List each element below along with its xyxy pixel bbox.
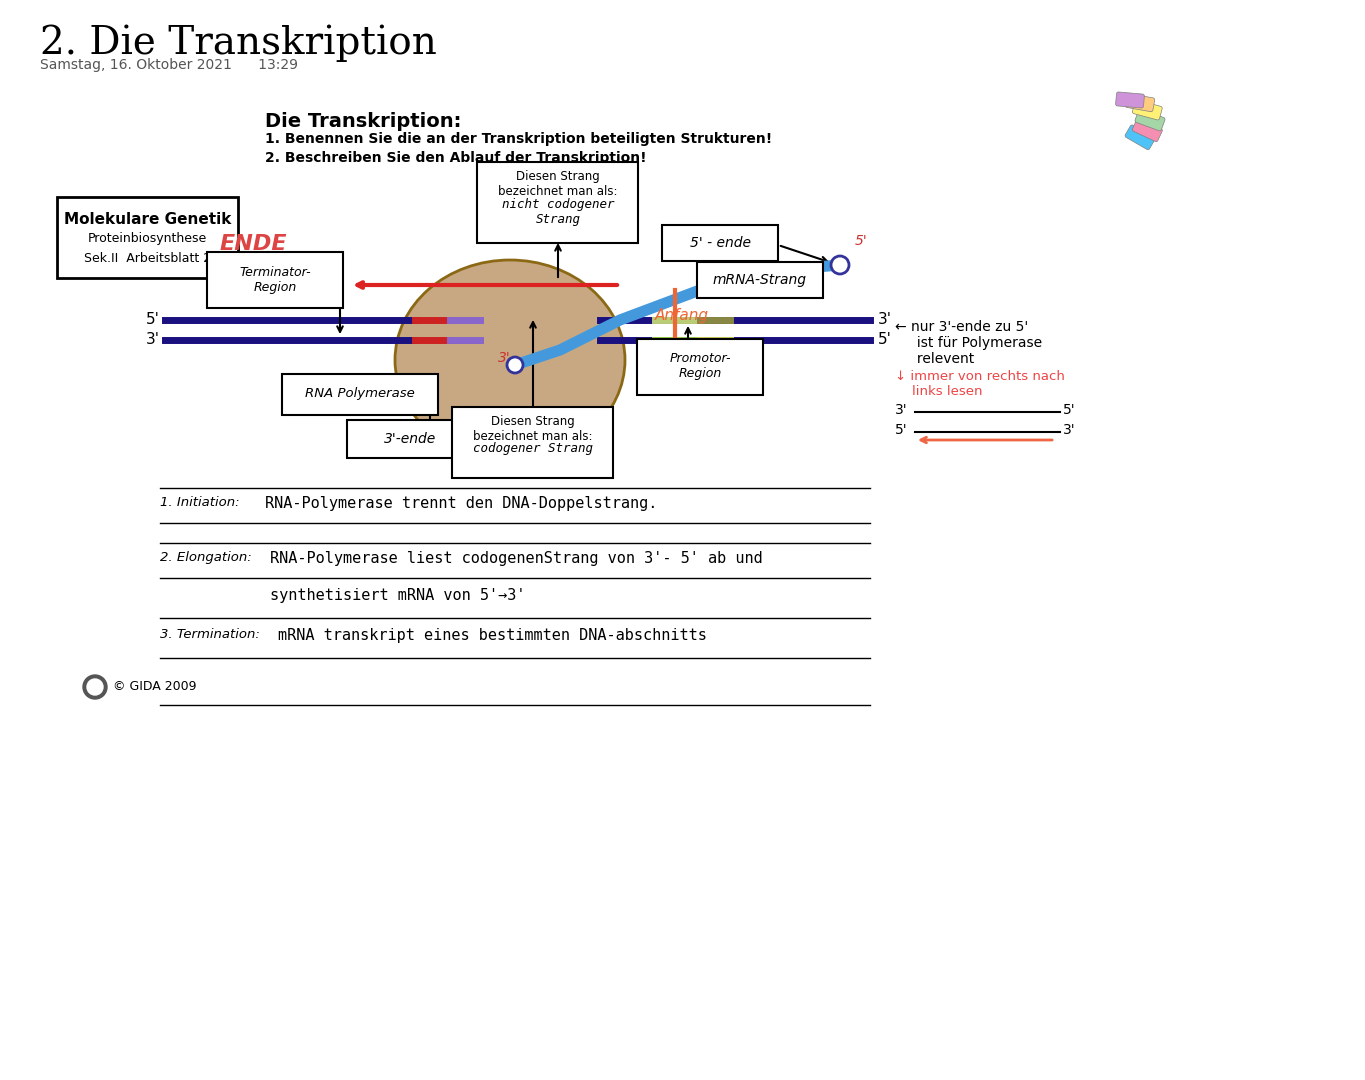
Text: 2. Elongation:: 2. Elongation:	[160, 551, 251, 564]
Text: © GIDA 2009: © GIDA 2009	[113, 680, 197, 693]
FancyBboxPatch shape	[207, 252, 343, 308]
Text: 3': 3'	[146, 333, 160, 348]
Text: 1. Benennen Sie die an der Transkription beteiligten Strukturen!: 1. Benennen Sie die an der Transkription…	[265, 132, 773, 146]
Text: ← nur 3'-ende zu 5'
     ist für Polymerase
     relevent: ← nur 3'-ende zu 5' ist für Polymerase r…	[895, 320, 1041, 366]
Text: 2. Die Transkription: 2. Die Transkription	[40, 25, 437, 63]
Text: Anfang: Anfang	[655, 308, 708, 323]
Circle shape	[506, 357, 523, 373]
Text: 2. Beschreiben Sie den Ablauf der Transkription!: 2. Beschreiben Sie den Ablauf der Transk…	[265, 151, 647, 165]
Text: ↓ immer von rechts nach
    links lesen: ↓ immer von rechts nach links lesen	[895, 370, 1065, 399]
Text: 3': 3'	[498, 351, 511, 365]
Text: mRNA-Strang: mRNA-Strang	[713, 273, 807, 287]
FancyBboxPatch shape	[1115, 92, 1144, 108]
Text: 3': 3'	[1063, 423, 1076, 437]
Text: 5': 5'	[146, 312, 160, 327]
FancyBboxPatch shape	[283, 374, 438, 415]
FancyBboxPatch shape	[662, 225, 778, 261]
Circle shape	[87, 679, 102, 696]
Text: mRNA transkript eines bestimmten DNA-abschnitts: mRNA transkript eines bestimmten DNA-abs…	[278, 627, 707, 643]
Text: 3': 3'	[895, 403, 908, 417]
Text: synthetisiert mRNA von 5'→3': synthetisiert mRNA von 5'→3'	[270, 588, 526, 603]
Text: 3': 3'	[878, 312, 891, 327]
Text: nicht codogener
Strang: nicht codogener Strang	[502, 198, 614, 226]
FancyBboxPatch shape	[1125, 94, 1155, 111]
Text: Terminator-
Region: Terminator- Region	[239, 266, 311, 294]
FancyBboxPatch shape	[347, 420, 474, 458]
Text: 5': 5'	[1063, 403, 1076, 417]
FancyBboxPatch shape	[698, 262, 823, 298]
FancyBboxPatch shape	[57, 197, 238, 278]
FancyBboxPatch shape	[452, 407, 613, 478]
Text: 3'-ende: 3'-ende	[384, 432, 437, 446]
Text: 5': 5'	[854, 234, 868, 248]
Text: 3. Termination:: 3. Termination:	[160, 627, 259, 642]
Text: 5': 5'	[895, 423, 908, 437]
Text: 5': 5'	[878, 333, 891, 348]
Text: Sek.II  Arbeitsblatt 2: Sek.II Arbeitsblatt 2	[83, 252, 212, 265]
FancyBboxPatch shape	[1125, 125, 1155, 150]
Text: RNA-Polymerase liest codogenenStrang von 3'- 5' ab und: RNA-Polymerase liest codogenenStrang von…	[270, 551, 763, 566]
FancyBboxPatch shape	[476, 162, 637, 243]
Text: Molekulare Genetik: Molekulare Genetik	[64, 212, 231, 227]
FancyBboxPatch shape	[1133, 100, 1162, 120]
FancyBboxPatch shape	[1132, 119, 1163, 141]
Text: Diesen Strang
bezeichnet man als:: Diesen Strang bezeichnet man als:	[474, 415, 592, 443]
Circle shape	[83, 675, 106, 699]
Text: Samstag, 16. Oktober 2021      13:29: Samstag, 16. Oktober 2021 13:29	[40, 58, 298, 72]
Ellipse shape	[394, 260, 625, 460]
Text: 5' - ende: 5' - ende	[689, 237, 751, 249]
Text: Die Transkription:: Die Transkription:	[265, 112, 461, 131]
Text: Proteinbiosynthese: Proteinbiosynthese	[87, 232, 207, 245]
Text: 1. Initiation:: 1. Initiation:	[160, 496, 240, 509]
Text: ENDE: ENDE	[220, 234, 288, 254]
Text: RNA-Polymerase trennt den DNA-Doppelstrang.: RNA-Polymerase trennt den DNA-Doppelstra…	[265, 496, 658, 511]
Text: Diesen Strang
bezeichnet man als:: Diesen Strang bezeichnet man als:	[498, 170, 618, 198]
Text: Promotor-
Region: Promotor- Region	[669, 352, 730, 380]
FancyBboxPatch shape	[637, 339, 763, 395]
Text: codogener Strang: codogener Strang	[474, 442, 592, 455]
Circle shape	[831, 256, 849, 274]
Text: RNA Polymerase: RNA Polymerase	[306, 388, 415, 401]
FancyBboxPatch shape	[1134, 109, 1166, 131]
